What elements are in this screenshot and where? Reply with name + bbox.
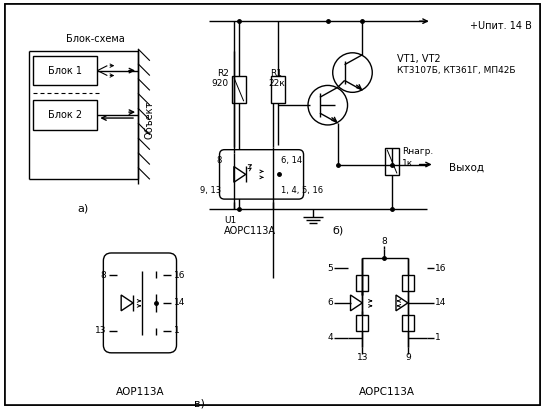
Text: Блок 1: Блок 1 bbox=[48, 66, 82, 76]
Text: 8: 8 bbox=[381, 237, 387, 246]
FancyBboxPatch shape bbox=[220, 150, 304, 199]
Text: Объект: Объект bbox=[145, 101, 155, 139]
Text: КТ3107Б, КТ361Г, МП42Б: КТ3107Б, КТ361Г, МП42Б bbox=[397, 66, 516, 75]
Text: 13: 13 bbox=[95, 326, 106, 335]
Text: 13: 13 bbox=[357, 353, 368, 362]
Text: 16: 16 bbox=[174, 271, 185, 280]
Bar bbox=[33, 56, 98, 85]
Bar bbox=[33, 100, 98, 130]
Text: 22к: 22к bbox=[268, 79, 285, 88]
Bar bbox=[356, 275, 368, 291]
Text: +Uпит. 14 В: +Uпит. 14 В bbox=[470, 21, 532, 31]
Bar bbox=[150, 312, 162, 328]
Text: U1: U1 bbox=[224, 216, 236, 225]
Text: 6, 14: 6, 14 bbox=[281, 156, 302, 165]
Bar bbox=[232, 76, 246, 103]
Text: Блок-схема: Блок-схема bbox=[66, 34, 125, 44]
Text: Rнагр.: Rнагр. bbox=[402, 147, 433, 156]
Text: 9, 13: 9, 13 bbox=[201, 186, 221, 195]
Text: 14: 14 bbox=[174, 298, 185, 307]
Bar bbox=[402, 275, 414, 291]
Text: 920: 920 bbox=[212, 79, 229, 88]
Text: VT1, VT2: VT1, VT2 bbox=[397, 54, 441, 64]
Text: АОР113А: АОР113А bbox=[116, 387, 164, 397]
Text: 5: 5 bbox=[327, 264, 333, 273]
Text: 8: 8 bbox=[216, 156, 221, 165]
Bar bbox=[385, 148, 399, 175]
Text: в): в) bbox=[194, 399, 205, 409]
Text: R2: R2 bbox=[217, 69, 229, 78]
Text: а): а) bbox=[77, 204, 88, 214]
Text: 1: 1 bbox=[174, 326, 179, 335]
Text: 14: 14 bbox=[435, 298, 446, 307]
Text: 16: 16 bbox=[435, 264, 446, 273]
Text: R1: R1 bbox=[270, 69, 282, 78]
Text: Блок 2: Блок 2 bbox=[48, 110, 82, 120]
Bar bbox=[150, 278, 162, 294]
Text: 1к: 1к bbox=[402, 159, 413, 168]
FancyBboxPatch shape bbox=[104, 253, 176, 353]
Text: АОРС113А: АОРС113А bbox=[224, 226, 276, 236]
Text: АОРС113А: АОРС113А bbox=[359, 387, 415, 397]
Text: 9: 9 bbox=[405, 353, 410, 362]
Text: 6: 6 bbox=[327, 298, 333, 307]
Bar bbox=[402, 315, 414, 330]
Text: 1, 4, 5, 16: 1, 4, 5, 16 bbox=[281, 186, 323, 195]
Text: б): б) bbox=[332, 226, 343, 236]
Text: 8: 8 bbox=[101, 271, 106, 280]
Bar bbox=[356, 315, 368, 330]
Bar bbox=[267, 162, 279, 186]
Text: 1: 1 bbox=[435, 333, 440, 342]
Text: 4: 4 bbox=[327, 333, 333, 342]
Bar bbox=[271, 76, 286, 103]
Text: Выход: Выход bbox=[449, 162, 484, 173]
